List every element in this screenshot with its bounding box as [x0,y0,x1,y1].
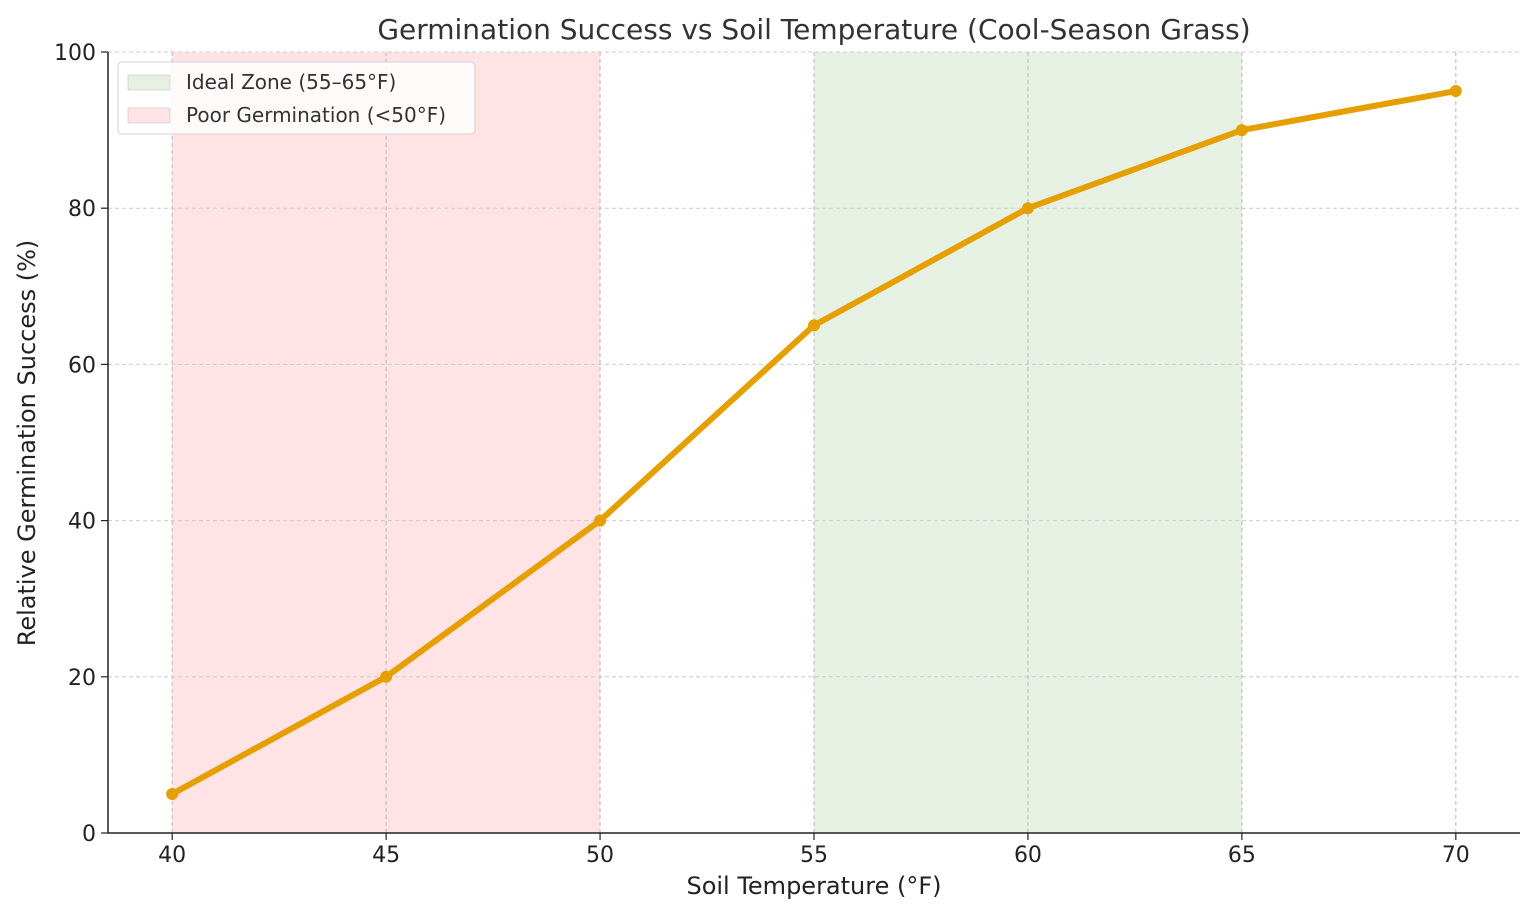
band-0 [814,52,1242,833]
x-tick-label: 70 [1442,843,1470,868]
y-tick-label: 80 [68,197,96,222]
x-tick-label: 60 [1014,843,1042,868]
series-layer [166,85,1462,800]
legend-label-1: Poor Germination (<50°F) [186,103,446,127]
x-axis-label: Soil Temperature (°F) [686,872,941,900]
y-tick-label: 40 [68,510,96,535]
legend-label-0: Ideal Zone (55–65°F) [186,70,396,94]
y-tick-label: 60 [68,353,96,378]
grid-layer [108,51,1520,833]
x-tick-label: 45 [372,843,400,868]
data-point-40 [166,787,179,800]
data-point-60 [1021,202,1034,215]
y-tick-label: 0 [82,822,96,847]
x-tick-label: 50 [586,843,614,868]
x-tick-label: 55 [800,843,828,868]
data-point-55 [808,319,820,332]
legend-swatch-1 [127,107,171,124]
data-point-65 [1235,124,1248,137]
y-tick-label: 100 [54,41,96,66]
data-point-50 [594,514,607,527]
y-axis-label: Relative Germination Success (%) [13,240,41,647]
legend-swatch-0 [127,74,171,91]
legend: Ideal Zone (55–65°F) Poor Germination (<5… [117,61,476,135]
y-tick-label: 20 [68,666,96,691]
band-1 [172,52,601,833]
data-point-70 [1449,85,1462,98]
bands-layer [172,52,1242,833]
x-tick-label: 65 [1228,843,1256,868]
ticks-layer: 40 45 50 55 60 65 70 0 20 40 60 80 100 [54,41,1470,868]
chart-title: Germination Success vs Soil Temperature … [377,13,1250,46]
x-tick-label: 40 [158,843,186,868]
data-point-45 [380,670,393,683]
legend-box [117,61,476,135]
